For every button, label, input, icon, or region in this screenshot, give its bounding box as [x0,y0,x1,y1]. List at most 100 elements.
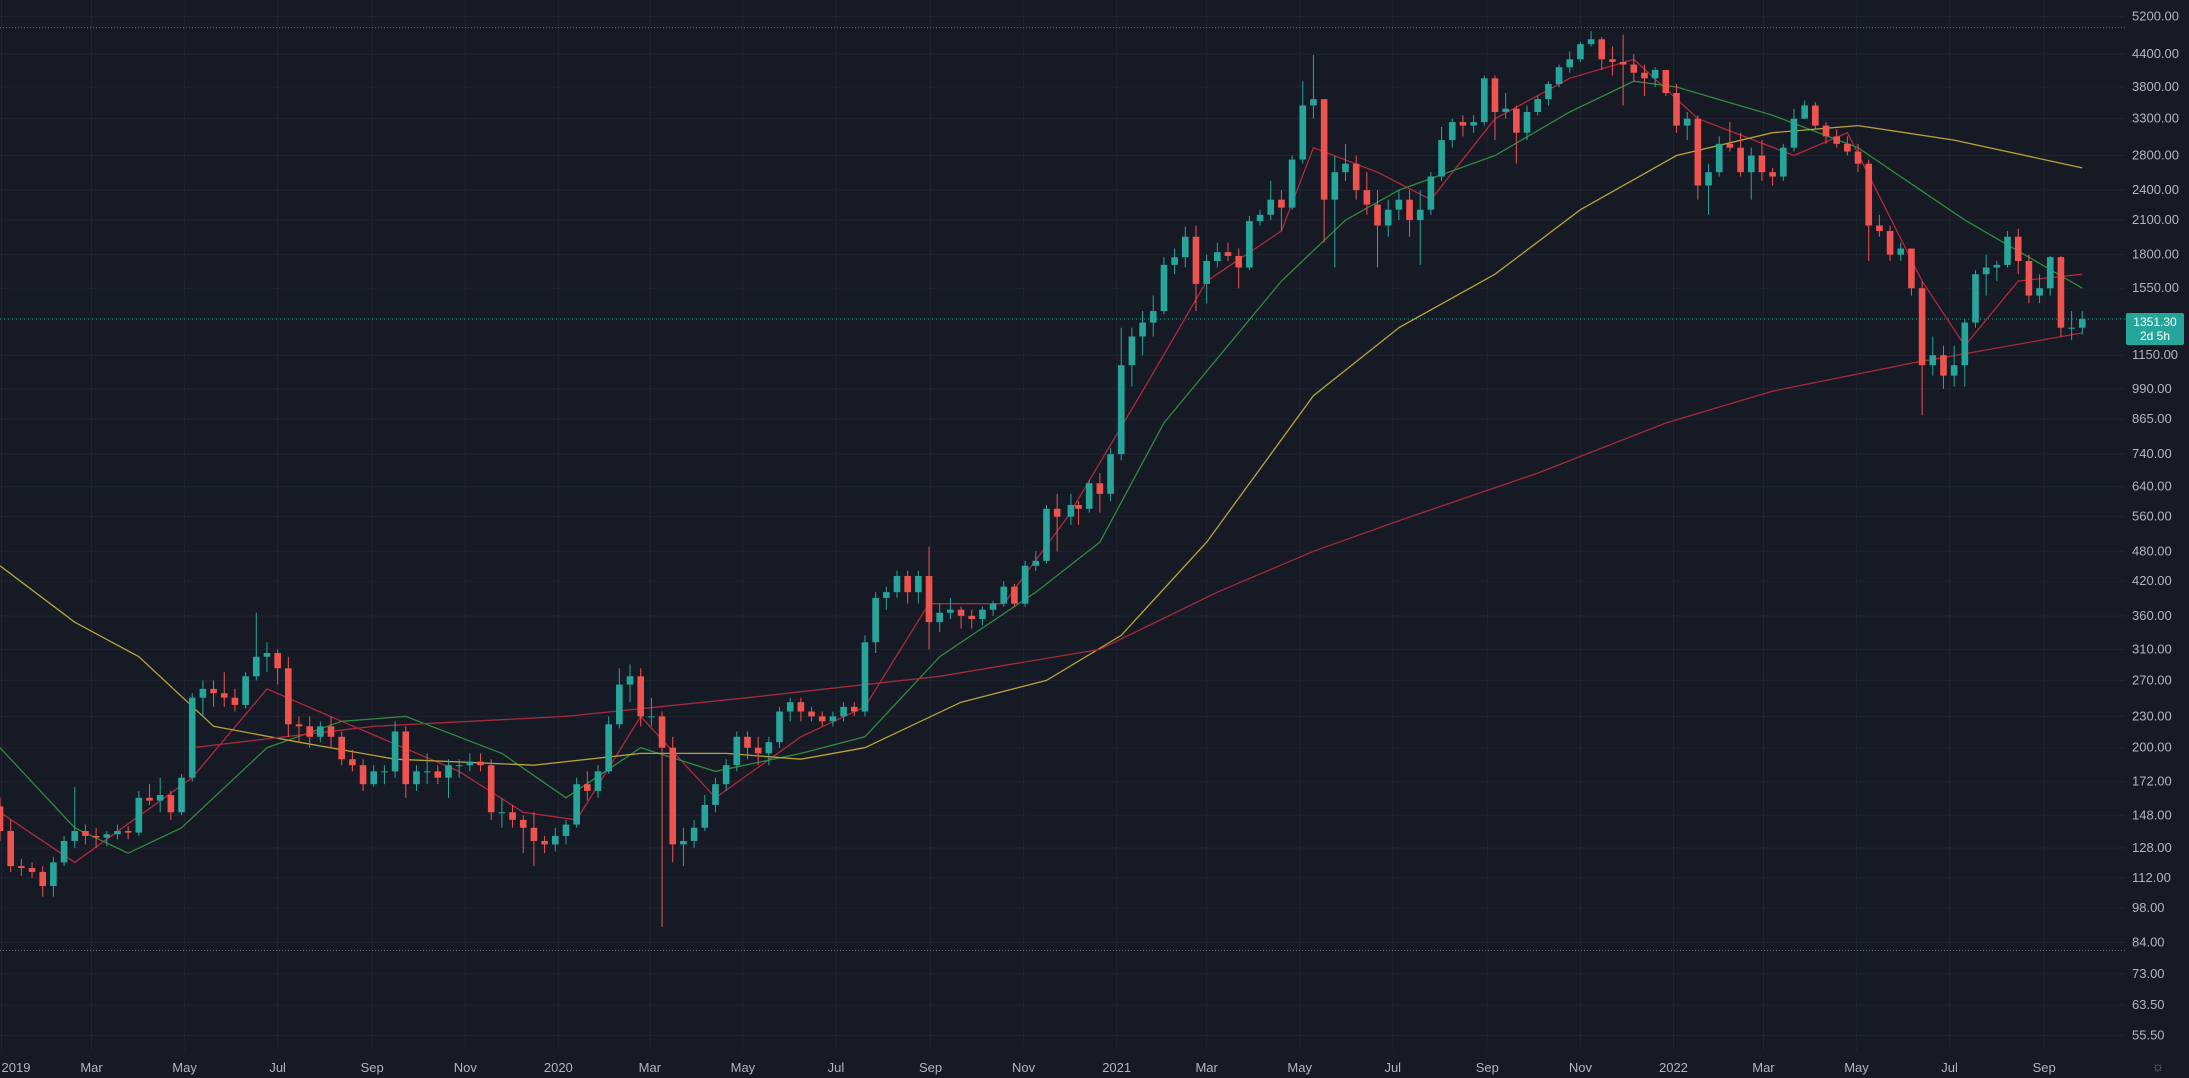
y-axis: 5200.00 4400.00 3800.00 3300.00 2800.00 2400.… [2132,9,2179,1043]
candle-body [1416,209,1424,221]
candle-body [530,827,538,841]
y-tick-label: 420.00 [2132,573,2172,588]
candle [1459,115,1467,137]
settings-gear-icon[interactable]: ☼ [2151,1058,2165,1074]
candle [530,812,538,867]
candle-body [349,759,356,766]
candle-body [156,795,164,801]
candle [82,824,89,845]
candle-body [605,724,612,772]
candle-body [733,736,741,766]
candle-body [850,706,858,712]
candle [28,862,36,878]
candle [1833,129,1840,148]
candle [359,759,367,791]
candle [1790,108,1798,152]
candle [1181,226,1189,268]
candle-body [1801,105,1808,119]
candle [1876,214,1883,237]
candle-body [1171,257,1178,265]
candle [893,570,901,598]
candle-body [690,827,698,841]
candle-body [936,612,944,623]
candle [1224,242,1232,262]
candle-body [1513,108,1520,133]
candle-body [0,806,4,831]
candle-body [477,761,484,766]
candle [1673,84,1680,133]
candle [381,765,388,785]
candle [1406,190,1413,237]
x-tick-label: May [1287,1060,1312,1075]
candle [947,597,954,619]
candle [146,784,153,805]
candle [1032,551,1040,571]
candle [1427,172,1435,215]
candle [1972,270,1979,328]
candle-body [786,702,794,712]
candle-body [1929,355,1937,366]
candle [1523,105,1531,141]
candle-body [1972,274,1979,323]
candle [1021,560,1029,607]
y-tick-label: 230.00 [2132,708,2172,723]
candle-body [1331,172,1339,200]
candle [7,819,14,872]
candle-body [509,812,516,820]
candle-body [616,684,623,725]
candle-body [327,726,335,737]
candle-body [1149,311,1157,323]
candle-body [413,771,420,785]
candle [690,819,698,848]
candle [498,797,506,828]
candle [2057,255,2065,337]
candle-body [1662,69,1670,93]
candle-body [1715,143,1723,173]
candle [936,603,944,632]
x-tick-label: Mar [80,1060,103,1075]
candle [1513,105,1520,164]
candle [1865,159,1873,262]
y-tick-label: 200.00 [2132,740,2172,755]
candle [1288,155,1296,210]
candle [1598,36,1606,70]
candle [285,656,292,737]
candle [1715,136,1723,177]
candle [1854,143,1862,173]
candle [199,680,207,717]
candle-body [1502,108,1509,112]
candle [327,716,335,748]
candle [1502,92,1509,119]
candle [1085,479,1093,513]
candle [124,826,132,840]
y-tick-label: 990.00 [2132,381,2172,396]
candle [0,797,4,841]
candle [2036,274,2043,304]
candle-body [1683,118,1691,126]
candle [882,586,890,610]
candle-body [1043,508,1050,561]
y-tick-label: 4400.00 [2132,46,2179,61]
candle [1961,319,1969,387]
candle-body [1940,355,1947,376]
x-tick-label: Nov [1569,1060,1593,1075]
candle-body [915,575,922,593]
candle [1908,248,1915,296]
candle [1363,172,1371,215]
candle [1982,254,1990,296]
moving-average-line-2 [0,80,2083,854]
candle-body [573,784,580,825]
candle-body [487,765,495,813]
candle [829,711,837,727]
candle [1566,51,1574,73]
candle-body [60,840,68,863]
candle-body [466,761,474,766]
candle-body [295,724,303,727]
candle-body [1545,84,1552,100]
candle [1801,100,1808,119]
y-tick-label: 3300.00 [2132,111,2179,126]
candle [1769,167,1776,186]
candle [584,771,591,801]
